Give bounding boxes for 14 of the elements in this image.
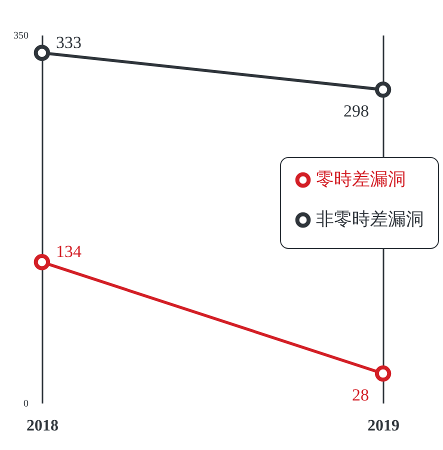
point bbox=[374, 365, 392, 382]
point bbox=[34, 44, 50, 61]
data-label: 298 bbox=[344, 102, 370, 121]
point bbox=[374, 82, 392, 98]
x-tick-label: 2018 bbox=[26, 418, 58, 434]
legend-label: 非零時差漏洞 bbox=[316, 209, 424, 229]
data-label: 333 bbox=[56, 32, 82, 52]
data-label: 28 bbox=[352, 386, 370, 405]
x-tick-label: 2019 bbox=[368, 418, 400, 434]
data-label: 134 bbox=[56, 242, 82, 262]
legend-label: 零時差漏洞 bbox=[316, 169, 406, 189]
y-tick-label: 0 bbox=[24, 398, 28, 410]
y-tick-label: 350 bbox=[14, 30, 28, 42]
point bbox=[34, 254, 50, 270]
